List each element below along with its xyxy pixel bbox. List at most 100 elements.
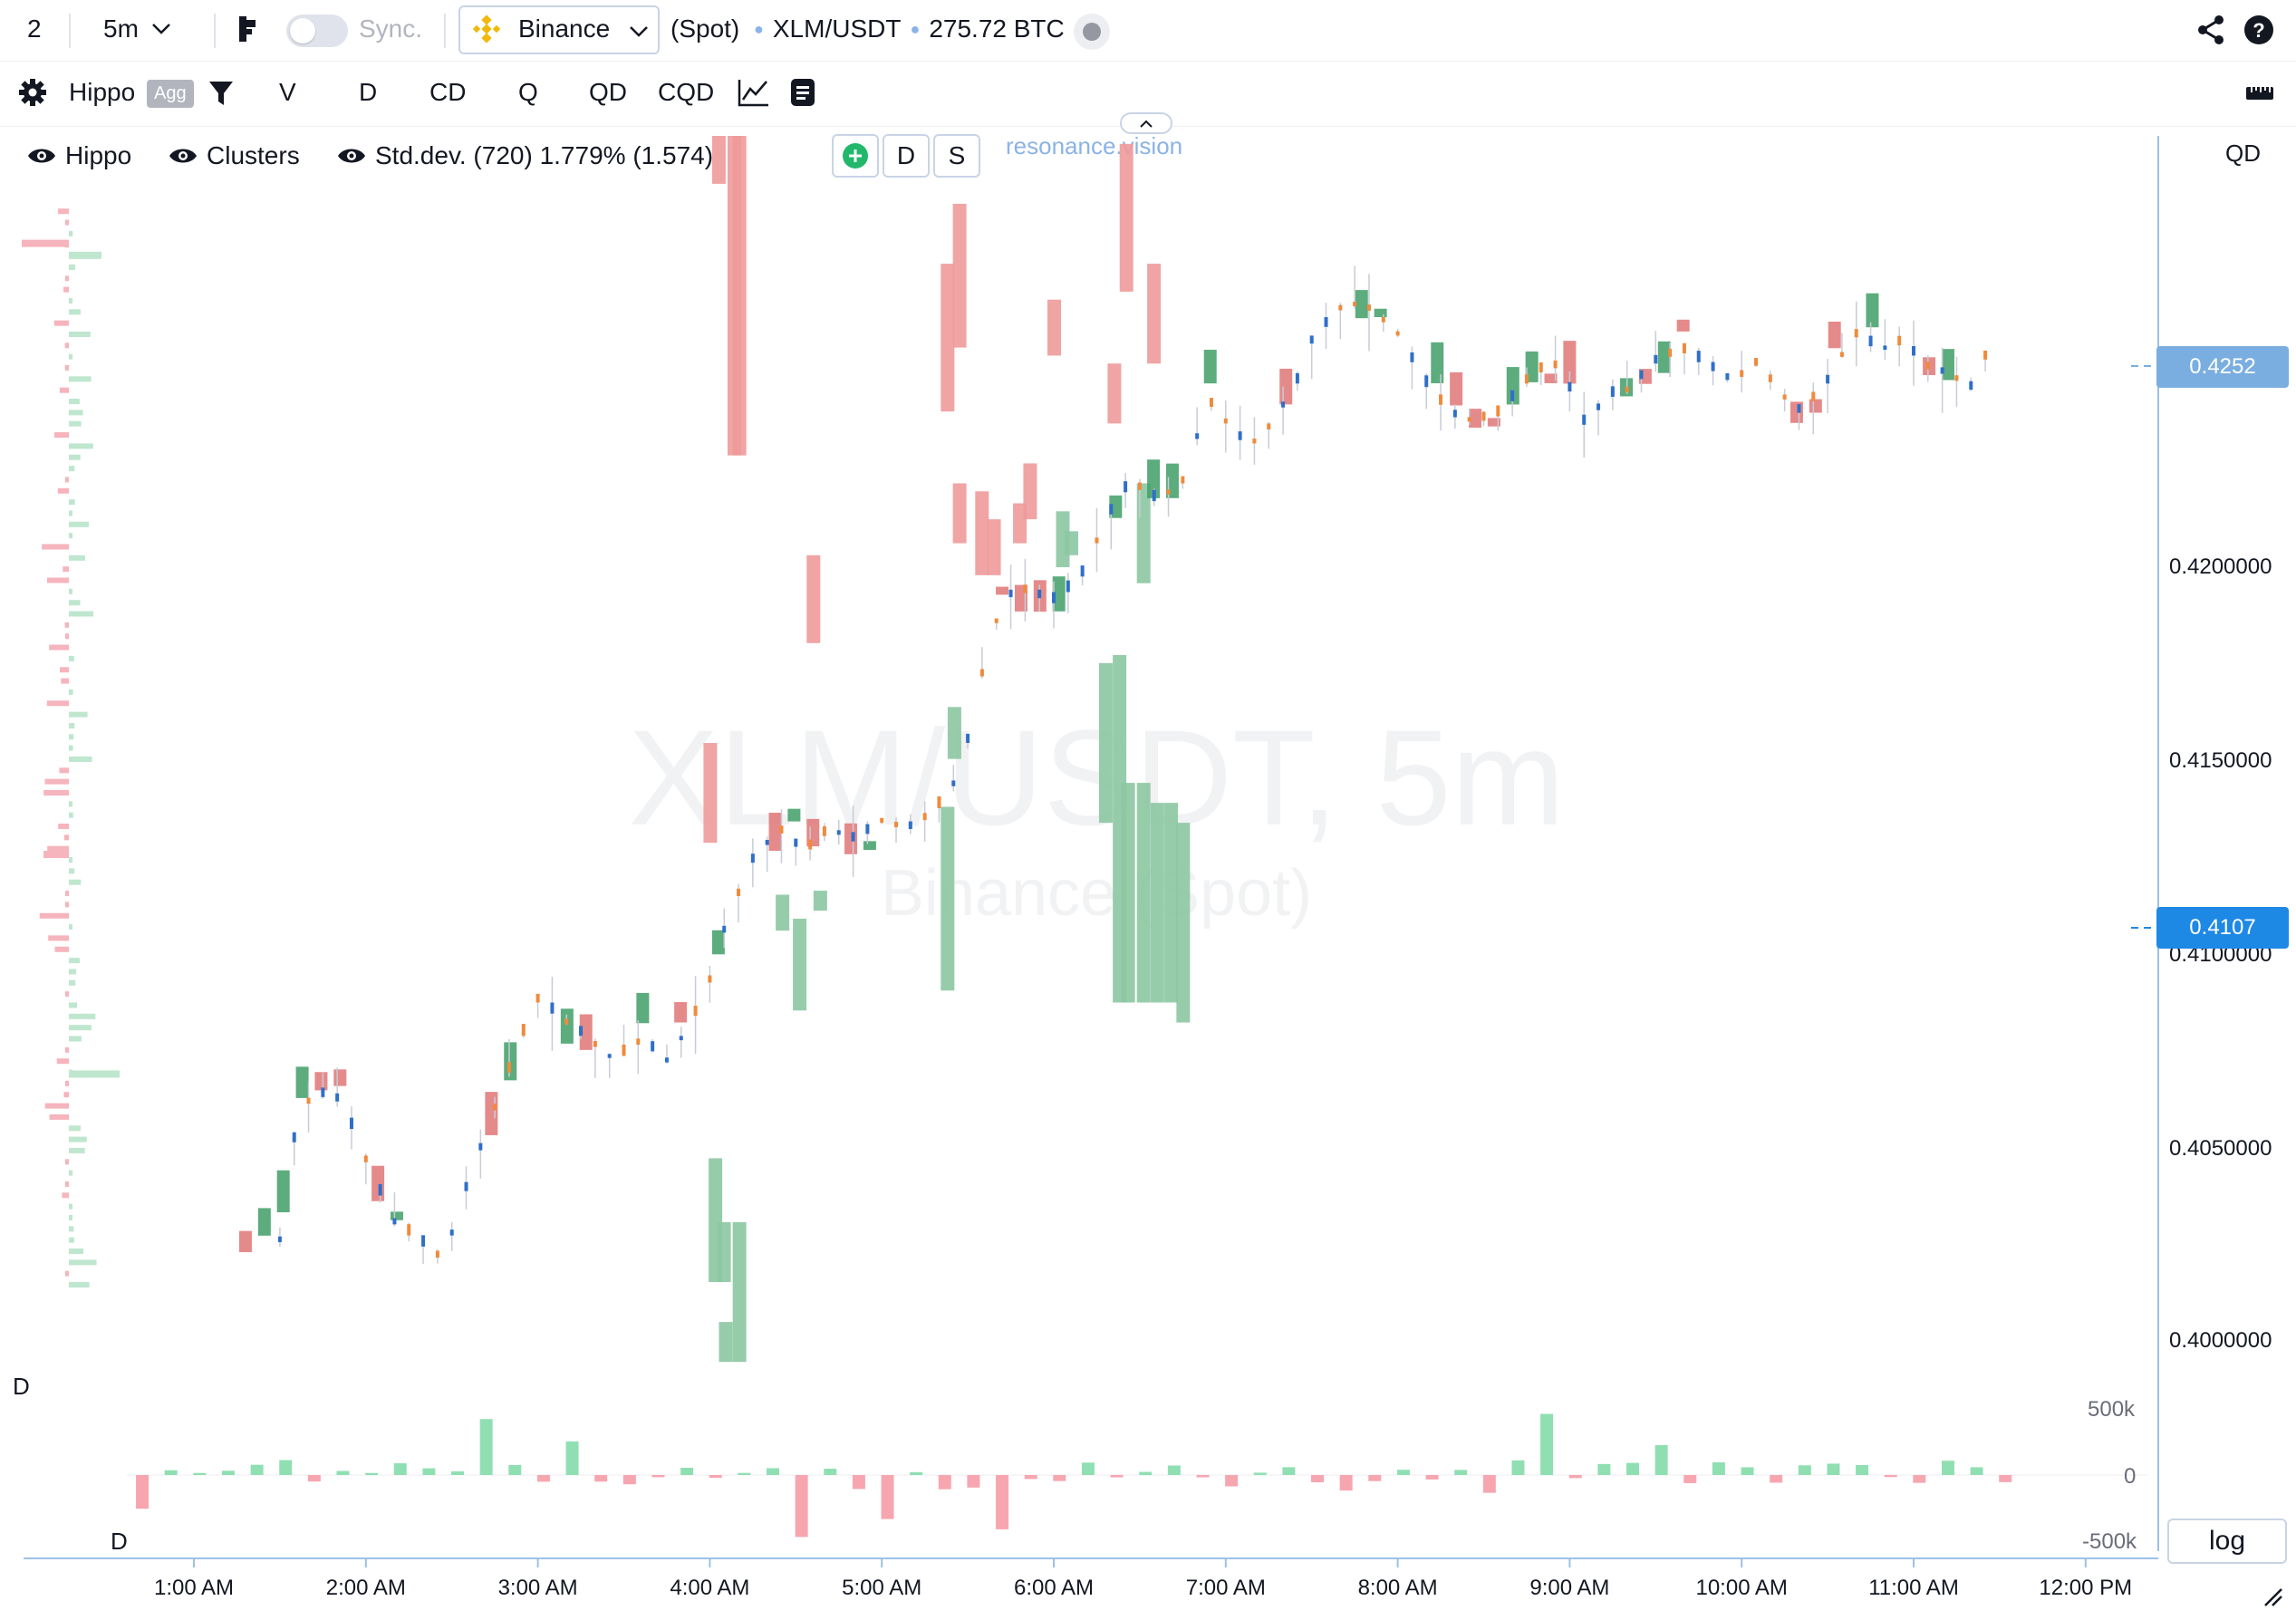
profile-bar: [69, 1203, 72, 1210]
binance-logo-icon: [472, 14, 501, 43]
symbol-group[interactable]: ● XLM/USDT ● 275.72 BTC: [754, 14, 1065, 43]
time-tick-label: 4:00 AM: [670, 1576, 749, 1600]
chart-type-icon[interactable]: [237, 14, 259, 43]
mode-cd[interactable]: CD: [429, 78, 467, 106]
profile-bar: [43, 789, 69, 796]
filter-icon[interactable]: [208, 80, 234, 107]
agg-badge[interactable]: Agg: [147, 80, 194, 108]
gear-icon[interactable]: [18, 78, 47, 107]
mode-cqd[interactable]: CQD: [658, 78, 715, 106]
candle-body: [363, 1155, 368, 1162]
profile-bar: [69, 309, 82, 315]
profile-bar: [69, 1013, 96, 1019]
delta-bar: [1225, 1475, 1239, 1487]
candle-body: [1897, 335, 1902, 346]
price-chart[interactable]: XLM/USDT, 5m Binance (Spot) 1:00 AM 2:00 …: [0, 127, 2296, 1620]
candle-body: [435, 1250, 439, 1258]
sync-toggle[interactable]: [286, 14, 348, 47]
cluster-bar: [1150, 803, 1164, 1003]
time-tick-label: 9:00 AM: [1529, 1576, 1609, 1600]
candle-body: [1797, 404, 1801, 413]
indicator-name[interactable]: Hippo: [69, 78, 136, 106]
candle-body: [1839, 352, 1844, 357]
cluster-bar: [776, 894, 790, 931]
candle-body: [607, 1054, 612, 1058]
cluster-bar: [732, 136, 747, 456]
log-scale-button[interactable]: log: [2167, 1519, 2287, 1564]
price-tick: 0.4050000: [2169, 1136, 2272, 1161]
current-price-tag: 0.4107: [2156, 907, 2289, 949]
notes-icon[interactable]: [790, 78, 815, 107]
cluster-mark: [1657, 341, 1671, 373]
profile-bar: [47, 845, 69, 852]
legend-hippo[interactable]: Hippo: [27, 141, 131, 170]
resize-handle-icon[interactable]: [2263, 1587, 2283, 1607]
candle-body: [664, 1057, 669, 1063]
delta-bar: [1683, 1475, 1697, 1483]
mode-d[interactable]: D: [359, 78, 378, 106]
eye-icon: [169, 149, 197, 163]
delta-bar: [451, 1471, 465, 1475]
timeframe-select[interactable]: 5m: [103, 14, 171, 43]
collapse-toolbar-button[interactable]: [1120, 112, 1172, 134]
profile-bar: [53, 432, 69, 439]
dot-icon: ●: [910, 19, 921, 38]
profile-bar: [69, 264, 75, 270]
profile-bar: [69, 1282, 90, 1288]
profile-bar: [69, 722, 75, 728]
sync-label: Sync.: [359, 14, 423, 43]
profile-bar: [44, 778, 69, 785]
candle-body: [722, 925, 727, 933]
cluster-bar: [703, 742, 718, 844]
time-tick-label: 6:00 AM: [1014, 1576, 1094, 1600]
exchange-select[interactable]: Binance: [458, 5, 660, 54]
add-indicator-button[interactable]: [832, 134, 879, 178]
cluster-bar: [711, 136, 726, 184]
layout-count[interactable]: 2: [27, 14, 42, 43]
status-indicator-icon: [1073, 13, 1111, 51]
cluster-mark: [560, 1008, 574, 1044]
candle-body: [1496, 405, 1500, 417]
candle-body: [1124, 481, 1128, 493]
delta-bar: [479, 1419, 493, 1475]
brand-link[interactable]: resonance.vision: [1006, 132, 1183, 159]
profile-bar: [69, 1259, 97, 1266]
delta-bar: [967, 1475, 980, 1488]
profile-bar: [69, 499, 75, 506]
cluster-bar: [793, 918, 807, 1011]
delta-bar: [1654, 1444, 1668, 1475]
delta-bar: [1712, 1461, 1725, 1475]
time-tick-label: 5:00 AM: [842, 1576, 921, 1600]
legend-stddev[interactable]: Std.dev. (720) 1.779% (1.574): [337, 141, 713, 170]
candle-body: [1109, 504, 1114, 515]
delta-bar: [365, 1472, 379, 1475]
candle-body: [1854, 329, 1858, 338]
profile-bar: [64, 902, 69, 908]
toggle-s-button[interactable]: S: [933, 134, 980, 178]
cluster-mark: [276, 1170, 290, 1213]
candle-body: [1095, 537, 1099, 544]
profile-bar: [46, 577, 69, 583]
candle-body: [292, 1132, 296, 1143]
toggle-d-button[interactable]: D: [883, 134, 930, 178]
mode-v[interactable]: V: [279, 78, 296, 106]
cluster-bar: [1023, 463, 1037, 520]
delta-bar: [1970, 1467, 1983, 1475]
legend-clusters[interactable]: Clusters: [169, 141, 300, 170]
profile-bar: [69, 979, 76, 986]
profile-bar: [69, 958, 80, 964]
help-icon[interactable]: ?: [2243, 14, 2274, 45]
delta-bar: [1999, 1475, 2012, 1482]
profile-bar: [69, 969, 77, 975]
cluster-mark: [390, 1211, 403, 1220]
profile-bar: [61, 678, 69, 684]
ruler-icon[interactable]: [2245, 82, 2274, 103]
share-icon[interactable]: [2196, 14, 2225, 45]
mode-qd[interactable]: QD: [589, 78, 627, 106]
mode-q[interactable]: Q: [518, 78, 538, 106]
candle-body: [908, 821, 912, 829]
cluster-mark: [1525, 351, 1539, 382]
candle-body: [693, 1006, 698, 1017]
delta-bar: [1396, 1470, 1410, 1475]
line-chart-icon[interactable]: [738, 78, 770, 107]
